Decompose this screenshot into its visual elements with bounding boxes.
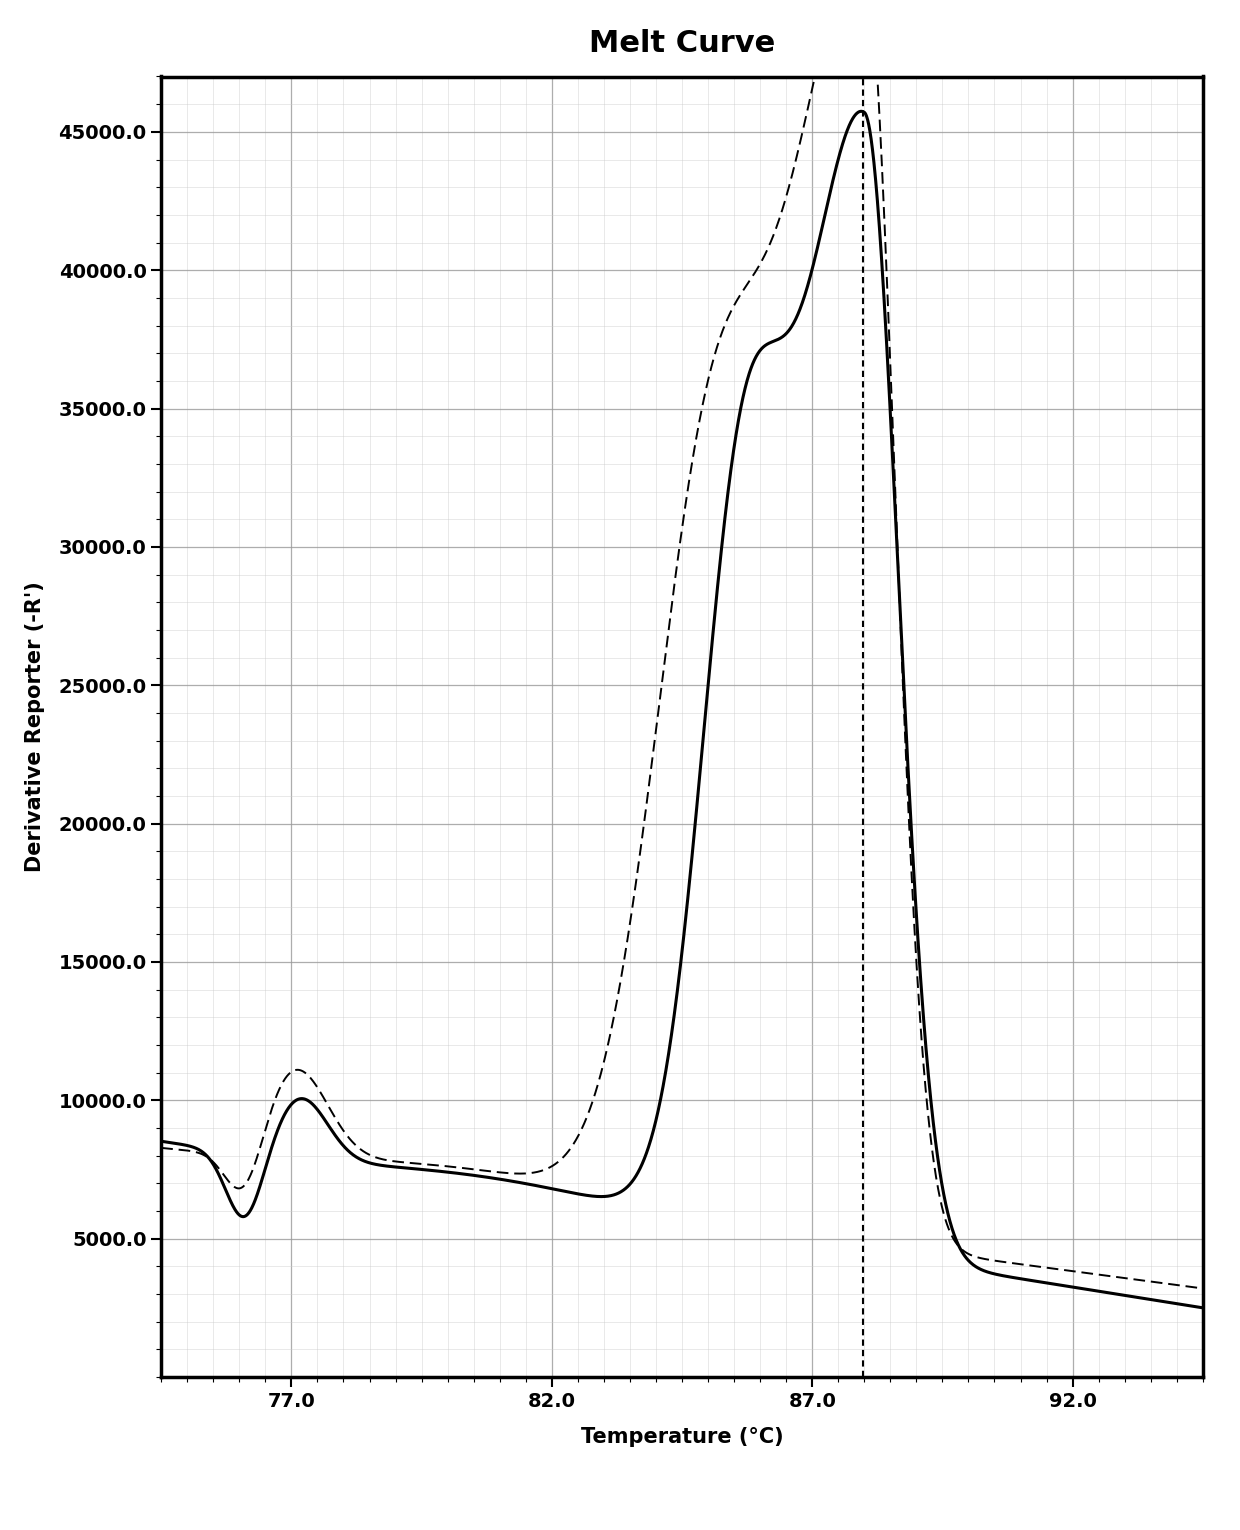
Title: Melt Curve: Melt Curve [589, 29, 775, 58]
X-axis label: Temperature (°C): Temperature (°C) [580, 1427, 784, 1447]
Y-axis label: Derivative Reporter (-R'): Derivative Reporter (-R') [25, 581, 45, 872]
